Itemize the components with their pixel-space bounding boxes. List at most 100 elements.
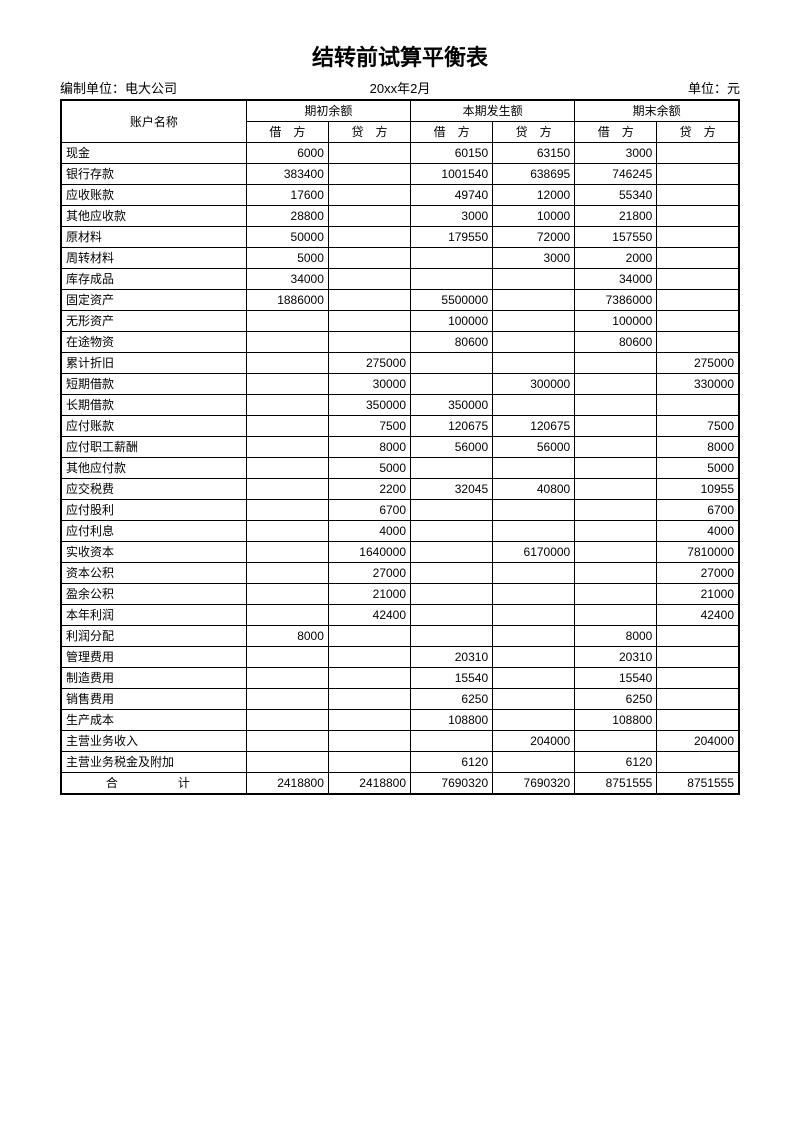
header-debit: 借 方: [246, 122, 328, 143]
ending-debit: 157550: [575, 227, 657, 248]
table-row: 其他应付款50005000: [61, 458, 739, 479]
opening-debit: 383400: [246, 164, 328, 185]
current-credit: 56000: [493, 437, 575, 458]
header-opening: 期初余额: [246, 100, 410, 122]
opening-debit: 17600: [246, 185, 328, 206]
total-row: 合 计2418800241880076903207690320875155587…: [61, 773, 739, 795]
opening-debit: [246, 647, 328, 668]
opening-credit: 27000: [328, 563, 410, 584]
ending-debit: [575, 374, 657, 395]
current-debit: [411, 353, 493, 374]
opening-credit: [328, 185, 410, 206]
account-name: 周转材料: [61, 248, 246, 269]
opening-credit: [328, 143, 410, 164]
ending-debit: 7386000: [575, 290, 657, 311]
table-row: 无形资产100000100000: [61, 311, 739, 332]
opening-debit: [246, 521, 328, 542]
table-body: 现金600060150631503000银行存款3834001001540638…: [61, 143, 739, 795]
opening-credit: 5000: [328, 458, 410, 479]
account-name: 主营业务税金及附加: [61, 752, 246, 773]
ending-debit: [575, 416, 657, 437]
ending-debit: [575, 395, 657, 416]
ending-credit: [657, 164, 739, 185]
current-credit: 3000: [493, 248, 575, 269]
current-debit: 350000: [411, 395, 493, 416]
opening-debit: 6000: [246, 143, 328, 164]
opening-debit: [246, 689, 328, 710]
opening-debit: [246, 584, 328, 605]
ending-debit: [575, 479, 657, 500]
opening-credit: [328, 269, 410, 290]
current-credit: 10000: [493, 206, 575, 227]
opening-debit: [246, 437, 328, 458]
page-title: 结转前试算平衡表: [60, 40, 740, 72]
opening-credit: [328, 311, 410, 332]
total-ending-debit: 8751555: [575, 773, 657, 795]
opening-credit: [328, 668, 410, 689]
table-row: 应付账款75001206751206757500: [61, 416, 739, 437]
header-credit: 贷 方: [657, 122, 739, 143]
account-name: 银行存款: [61, 164, 246, 185]
account-name: 销售费用: [61, 689, 246, 710]
opening-credit: 21000: [328, 584, 410, 605]
table-row: 本年利润4240042400: [61, 605, 739, 626]
account-name: 应交税费: [61, 479, 246, 500]
ending-debit: [575, 458, 657, 479]
current-debit: [411, 626, 493, 647]
account-name: 实收资本: [61, 542, 246, 563]
opening-credit: 275000: [328, 353, 410, 374]
current-credit: 12000: [493, 185, 575, 206]
opening-credit: [328, 332, 410, 353]
table-row: 利润分配80008000: [61, 626, 739, 647]
opening-debit: [246, 731, 328, 752]
table-row: 生产成本108800108800: [61, 710, 739, 731]
opening-credit: 350000: [328, 395, 410, 416]
current-debit: [411, 521, 493, 542]
current-debit: [411, 269, 493, 290]
current-debit: 6120: [411, 752, 493, 773]
ending-debit: 15540: [575, 668, 657, 689]
opening-credit: 1640000: [328, 542, 410, 563]
total-current-credit: 7690320: [493, 773, 575, 795]
meta-date: 20xx年2月: [287, 78, 514, 97]
ending-debit: [575, 500, 657, 521]
account-name: 本年利润: [61, 605, 246, 626]
account-name: 利润分配: [61, 626, 246, 647]
opening-debit: 1886000: [246, 290, 328, 311]
table-row: 库存成品3400034000: [61, 269, 739, 290]
current-debit: 60150: [411, 143, 493, 164]
account-name: 无形资产: [61, 311, 246, 332]
account-name: 现金: [61, 143, 246, 164]
current-credit: [493, 353, 575, 374]
current-debit: [411, 563, 493, 584]
current-debit: 1001540: [411, 164, 493, 185]
table-row: 应付利息40004000: [61, 521, 739, 542]
current-debit: [411, 374, 493, 395]
current-credit: 40800: [493, 479, 575, 500]
table-row: 主营业务收入204000204000: [61, 731, 739, 752]
ending-credit: 4000: [657, 521, 739, 542]
ending-credit: [657, 710, 739, 731]
table-row: 短期借款30000300000330000: [61, 374, 739, 395]
current-credit: [493, 332, 575, 353]
ending-debit: 34000: [575, 269, 657, 290]
table-row: 原材料5000017955072000157550: [61, 227, 739, 248]
current-debit: 5500000: [411, 290, 493, 311]
ending-credit: [657, 290, 739, 311]
opening-debit: [246, 563, 328, 584]
table-row: 其他应收款2880030001000021800: [61, 206, 739, 227]
current-debit: 6250: [411, 689, 493, 710]
ending-debit: 2000: [575, 248, 657, 269]
current-debit: 120675: [411, 416, 493, 437]
opening-debit: [246, 605, 328, 626]
current-credit: 638695: [493, 164, 575, 185]
current-credit: 72000: [493, 227, 575, 248]
account-name: 固定资产: [61, 290, 246, 311]
opening-debit: [246, 479, 328, 500]
trial-balance-table: 账户名称 期初余额 本期发生额 期末余额 借 方 贷 方 借 方 贷 方 借 方…: [60, 99, 740, 795]
ending-debit: 6120: [575, 752, 657, 773]
opening-credit: [328, 689, 410, 710]
opening-debit: [246, 374, 328, 395]
meta-company: 编制单位：电大公司: [60, 78, 287, 97]
ending-debit: [575, 584, 657, 605]
